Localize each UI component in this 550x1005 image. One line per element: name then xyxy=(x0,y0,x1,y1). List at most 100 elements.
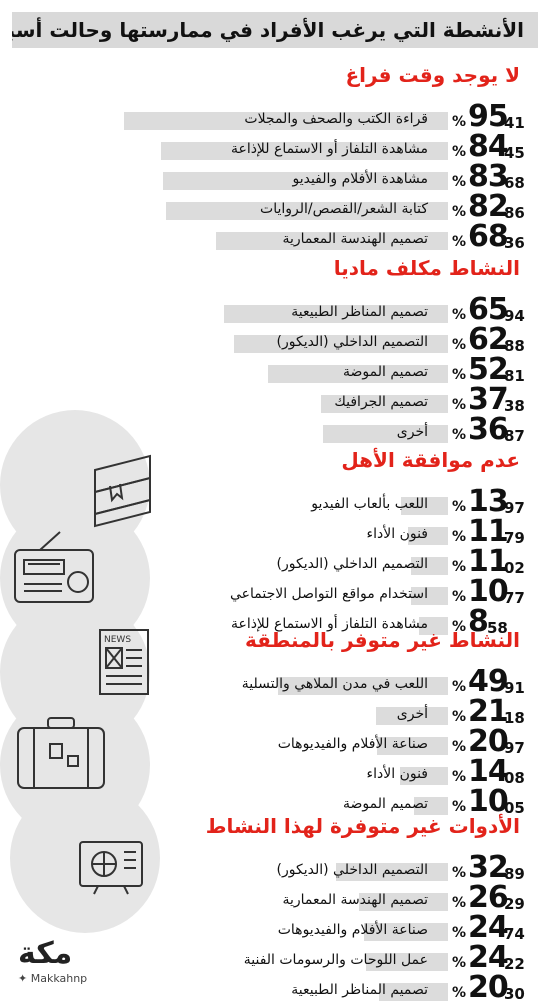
books-icon xyxy=(94,454,151,528)
percent-sign: % xyxy=(452,114,467,130)
category-label: كتابة الشعر/القصص/الروايات xyxy=(260,201,428,217)
percent-sign: % xyxy=(452,985,467,1001)
value-decimal: 45 xyxy=(504,144,525,162)
logo-handle-text: Makkahnp xyxy=(30,972,88,985)
percent-sign: % xyxy=(452,337,467,353)
percent-sign: % xyxy=(452,589,467,605)
value-integer: 37 xyxy=(468,382,509,417)
percent-sign: % xyxy=(452,499,467,515)
value-decimal: 89 xyxy=(504,865,525,883)
value-integer: 20 xyxy=(468,724,509,759)
section-title: لا يوجد وقت فراغ xyxy=(345,63,520,87)
category-label: التصميم الداخلي (الديكور) xyxy=(276,862,428,878)
percent-sign: % xyxy=(452,895,467,911)
value-integer: 68 xyxy=(468,219,509,254)
value-integer: 10 xyxy=(468,574,509,609)
category-label: فنون الأداء xyxy=(366,766,428,782)
bar xyxy=(278,677,448,695)
value-decimal: 87 xyxy=(504,427,525,445)
value-decimal: 02 xyxy=(504,559,525,577)
computer-icon xyxy=(79,841,143,895)
value-integer: 82 xyxy=(468,189,509,224)
value-label: % 14 08 xyxy=(452,755,542,789)
bar xyxy=(400,497,448,515)
value-decimal: 97 xyxy=(504,739,525,757)
value-label: % 11 02 xyxy=(452,545,542,579)
bar xyxy=(410,557,448,575)
value-decimal: 29 xyxy=(504,895,525,913)
category-label: أخرى xyxy=(396,706,428,722)
bar xyxy=(268,365,448,383)
radio-icon xyxy=(14,531,94,603)
bar xyxy=(376,737,448,755)
section-title: الأدوات غير متوفرة لهذا النشاط xyxy=(205,814,520,838)
svg-text:NEWS: NEWS xyxy=(104,635,131,645)
percent-sign: % xyxy=(452,925,467,941)
value-integer: 52 xyxy=(468,352,509,387)
value-label: % 49 91 xyxy=(452,665,542,699)
value-decimal: 18 xyxy=(504,709,525,727)
value-label: % 13 97 xyxy=(452,485,542,519)
percent-sign: % xyxy=(452,955,467,971)
bird-icon: ✦ xyxy=(18,972,28,985)
chart-title: الأنشطة التي يرغب الأفراد في ممارستها وح… xyxy=(12,12,538,48)
bar xyxy=(234,335,448,353)
value-decimal: 68 xyxy=(504,174,525,192)
section-title: النشاط غير متوفر بالمنطقة xyxy=(244,628,520,652)
bar xyxy=(358,893,448,911)
category-label: التصميم الداخلي (الديكور) xyxy=(276,556,428,572)
category-label: تصميم الهندسة المعمارية xyxy=(282,892,428,908)
category-label: تصميم المناظر الطبيعية xyxy=(291,304,428,320)
bar xyxy=(336,863,448,881)
bar xyxy=(163,172,448,190)
value-label: % 10 77 xyxy=(452,575,542,609)
value-label: % 24 74 xyxy=(452,911,542,945)
category-label: صناعة الأفلام والفيديوهات xyxy=(277,922,428,938)
value-label: % 26 29 xyxy=(452,881,542,915)
percent-sign: % xyxy=(452,799,467,815)
value-integer: 8 xyxy=(468,604,489,639)
bar xyxy=(363,923,448,941)
value-decimal: 74 xyxy=(504,925,525,943)
value-label: % 11 79 xyxy=(452,515,542,549)
percent-sign: % xyxy=(452,174,467,190)
value-label: % 62 88 xyxy=(452,323,542,357)
value-label: % 68 36 xyxy=(452,220,542,254)
category-label: تصميم الجرافيك xyxy=(334,394,428,410)
percent-sign: % xyxy=(452,619,467,635)
value-decimal: 41 xyxy=(504,114,525,132)
percent-sign: % xyxy=(452,679,467,695)
percent-sign: % xyxy=(452,397,467,413)
logo-mark: مكة xyxy=(18,936,73,971)
value-decimal: 30 xyxy=(504,985,525,1003)
category-label: عمل اللوحات والرسومات الفنية xyxy=(243,952,428,968)
percent-sign: % xyxy=(452,739,467,755)
bar xyxy=(418,617,448,635)
category-label: استخدام مواقع التواصل الاجتماعي xyxy=(229,586,428,602)
suitcase-icon xyxy=(17,717,105,789)
bar xyxy=(215,232,448,250)
percent-sign: % xyxy=(452,204,467,220)
category-label: مشاهدة التلفاز أو الاستماع للإذاعة xyxy=(230,141,428,157)
value-integer: 11 xyxy=(468,544,509,579)
percent-sign: % xyxy=(452,367,467,383)
category-label: فنون الأداء xyxy=(366,526,428,542)
value-label: % 36 87 xyxy=(452,413,542,447)
newspaper-icon: NEWS xyxy=(99,629,149,695)
bar xyxy=(365,953,448,971)
value-decimal: 79 xyxy=(504,529,525,547)
value-decimal: 86 xyxy=(504,204,525,222)
value-label: % 84 45 xyxy=(452,130,542,164)
bar xyxy=(320,395,448,413)
category-label: قراءة الكتب والصحف والمجلات xyxy=(244,111,428,127)
value-integer: 95 xyxy=(468,99,509,134)
value-decimal: 05 xyxy=(504,799,525,817)
category-label: مشاهدة التلفاز أو الاستماع للإذاعة xyxy=(230,616,428,632)
category-label: مشاهدة الأفلام والفيديو xyxy=(292,171,428,187)
category-label: تصميم الموضة xyxy=(343,796,428,812)
category-label: تصميم الموضة xyxy=(343,364,428,380)
percent-sign: % xyxy=(452,234,467,250)
percent-sign: % xyxy=(452,769,467,785)
value-integer: 62 xyxy=(468,322,509,357)
percent-sign: % xyxy=(452,709,467,725)
